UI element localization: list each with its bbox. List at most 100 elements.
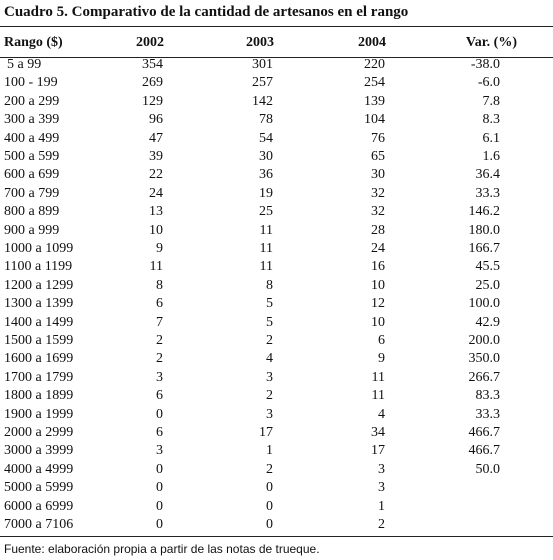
cell: 10 [371,277,385,293]
cell: 2 [378,517,385,532]
row-label: 1300 a 1399 [4,296,74,312]
cell: 6 [378,333,385,348]
cell: 2 [266,333,273,348]
cell: -38.0 [470,57,500,72]
cell: 2 [266,388,273,404]
cell: 96 [149,112,163,128]
cell: 33.3 [475,185,501,201]
cell: 180.0 [468,222,501,238]
row-label: 700 a 799 [4,185,60,201]
column-header: Var. (%) [465,35,517,50]
cell: 220 [364,57,385,72]
cell: 11 [371,388,385,404]
row-label: 800 a 899 [4,204,60,220]
table-title: Cuadro 5. Comparativo de la cantidad de … [4,4,409,20]
cell: 139 [364,93,385,109]
cell: 100.0 [468,296,501,312]
row-label: 1700 a 1799 [4,369,74,385]
cell: 6 [156,425,163,440]
cell: 1.6 [482,149,501,164]
cell: 24 [149,185,163,201]
cell: 83.3 [475,388,501,404]
footnote: Fuente: elaboración propia a partir de l… [4,542,320,556]
row-label: 200 a 299 [4,93,60,109]
cell: 10 [149,222,163,238]
cell: 3 [378,461,385,477]
cell: 301 [252,57,273,72]
cell: 3 [266,369,273,385]
row-label: 300 a 399 [4,112,60,128]
cell: 78 [259,112,273,128]
row-label: 1900 a 1999 [4,406,74,422]
cell: 8.3 [482,112,501,128]
rule [0,536,553,537]
cell: 7 [156,314,163,330]
row-label: 5 a 99 [7,57,42,72]
cell: 22 [149,167,163,183]
cell: 354 [142,57,163,72]
cell: 6 [156,296,163,312]
cell: 30 [371,167,385,183]
row-label: 1100 a 1199 [4,259,73,275]
cell: 2 [266,461,273,477]
cell: 0 [266,498,273,514]
rule [0,57,553,58]
cell: 19 [259,185,273,201]
column-header: 2004 [358,35,386,50]
cell: 11 [371,369,385,385]
row-label: 100 - 199 [4,75,58,91]
rule [0,26,553,27]
cell: 11 [259,241,273,256]
cell: 12 [371,296,385,312]
cell: 50.0 [475,461,501,477]
row-label: 1800 a 1899 [4,388,74,404]
cell: -6.0 [477,75,500,91]
cell: 39 [149,149,163,164]
cell: 129 [142,93,163,109]
row-label: 600 a 699 [4,167,60,183]
cell: 7.8 [482,93,501,109]
cell: 6.1 [482,130,501,146]
cell: 65 [371,149,385,164]
cell: 350.0 [468,351,501,367]
cell: 3 [378,480,385,496]
cell: 0 [266,480,273,496]
cell: 200.0 [468,333,501,348]
row-label: 6000 a 6999 [4,498,74,514]
cell: 8 [266,277,273,293]
cell: 36.4 [475,167,501,183]
cell: 254 [364,75,385,91]
cell: 54 [259,130,273,146]
cell: 5 [266,296,273,312]
row-label: 1600 a 1699 [4,351,74,367]
cell: 9 [156,241,163,256]
cell: 269 [142,75,163,91]
cell: 16 [371,259,385,275]
row-label: 5000 a 5999 [4,480,74,496]
cell: 76 [371,130,385,146]
cell: 0 [156,517,163,532]
cell: 104 [364,112,385,128]
cell: 4 [378,406,385,422]
cell: 166.7 [468,241,501,256]
row-label: 7000 a 7106 [4,517,74,532]
cell: 257 [252,75,273,91]
cell: 11 [149,259,163,275]
cell: 34 [371,425,385,440]
cell: 266.7 [468,369,501,385]
row-label: 1400 a 1499 [4,314,74,330]
cell: 142 [252,93,273,109]
cell: 5 [266,314,273,330]
cell: 2 [156,333,163,348]
cell: 2 [156,351,163,367]
cell: 8 [156,277,163,293]
cell: 9 [378,351,385,367]
cell: 30 [259,149,273,164]
cell: 17 [371,443,385,459]
cell: 10 [371,314,385,330]
cell: 6 [156,388,163,404]
cell: 13 [149,204,163,220]
row-label: 3000 a 3999 [4,443,74,459]
cell: 3 [266,406,273,422]
